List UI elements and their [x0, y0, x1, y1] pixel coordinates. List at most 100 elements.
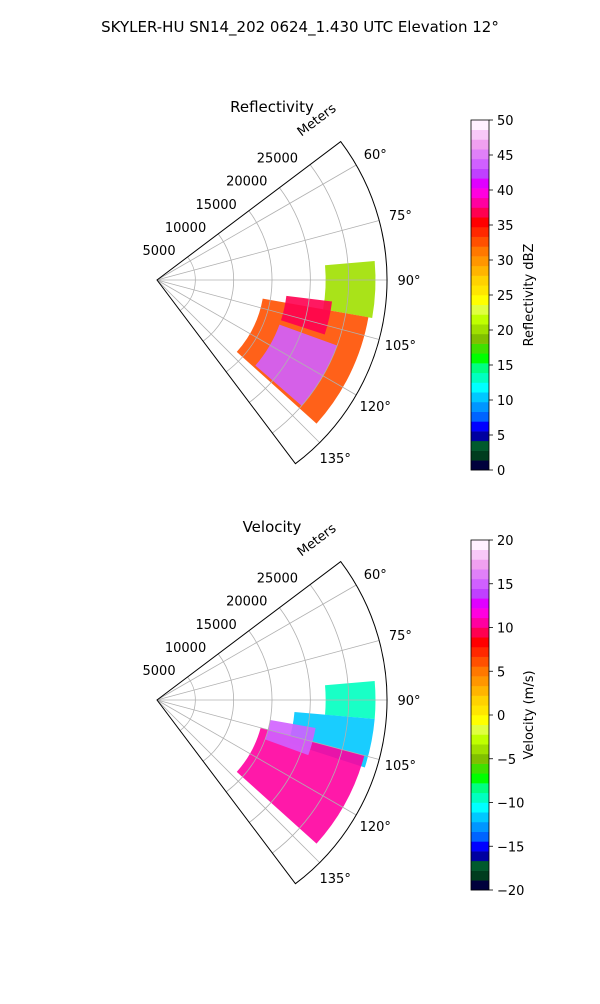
colorbar-tick-label: 0 — [497, 464, 505, 479]
azimuth-tick-label: 105° — [385, 759, 416, 774]
colorbar-swatch — [471, 256, 489, 267]
colorbar-swatch — [471, 676, 489, 687]
colorbar-tick-label: 35 — [497, 219, 514, 234]
azimuth-tick-label: 120° — [360, 820, 391, 835]
colorbar-swatch — [471, 236, 489, 247]
echo-layer — [236, 260, 376, 424]
colorbar-tick-label: 15 — [497, 578, 514, 593]
range-ring — [225, 630, 273, 793]
colorbar-swatch — [471, 188, 489, 199]
colorbar-swatch — [471, 666, 489, 677]
figure-suptitle: SKYLER-HU SN14_202 0624_1.430 UTC Elevat… — [101, 18, 499, 37]
range-tick-label: 10000 — [165, 221, 206, 236]
colorbar-tick-label: 50 — [497, 114, 514, 129]
azimuth-tick-label: 75° — [389, 209, 412, 224]
range-ring — [272, 164, 350, 434]
colorbar-swatch — [471, 353, 489, 364]
range-tick-label: 25000 — [257, 152, 298, 167]
colorbar-swatch — [471, 304, 489, 315]
colorbar-swatch — [471, 578, 489, 589]
reflectivity-panel: Reflectivity 5000 10000 15000 20000 25000 60° 7… — [143, 98, 537, 479]
colorbar-swatch — [471, 197, 489, 208]
range-tick-label: 25000 — [257, 572, 298, 587]
azimuth-gridline — [156, 699, 380, 760]
colorbar-swatch — [471, 265, 489, 276]
colorbar-swatch — [471, 685, 489, 696]
range-ring — [249, 187, 311, 403]
azimuth-tick-label: 135° — [320, 452, 351, 467]
colorbar-swatch — [471, 841, 489, 852]
colorbar-swatch — [471, 724, 489, 735]
colorbar-tick-label: 5 — [497, 429, 505, 444]
range-ring — [225, 210, 273, 373]
colorbar-swatch — [471, 207, 489, 218]
azimuth-gridline — [156, 699, 357, 816]
azimuth-gridline — [156, 699, 320, 863]
colorbar-swatch — [471, 120, 489, 131]
colorbar-tick-label: −10 — [497, 797, 524, 812]
azimuth-tick-label: 120° — [360, 400, 391, 415]
colorbar-label: Velocity (m/s) — [522, 670, 537, 759]
colorbar-swatch — [471, 773, 489, 784]
colorbar-swatch — [471, 540, 489, 551]
colorbar-swatch — [471, 324, 489, 335]
colorbar-tick-label: 10 — [497, 622, 514, 637]
azimuth-gridline — [156, 164, 357, 281]
echo-region — [323, 260, 376, 318]
colorbar-swatch — [471, 831, 489, 842]
colorbar-tick-label: 30 — [497, 254, 514, 269]
colorbar-swatch — [471, 382, 489, 393]
azimuth-gridline — [156, 220, 380, 281]
colorbar-swatch — [471, 392, 489, 403]
azimuth-tick-label: 60° — [364, 148, 387, 163]
colorbar-tick-label: 5 — [497, 665, 505, 680]
sector-outline — [156, 140, 388, 465]
colorbar-swatch — [471, 421, 489, 432]
colorbar-swatch — [471, 440, 489, 451]
range-ring — [202, 233, 235, 342]
echo-layer — [236, 680, 376, 844]
range-ring — [179, 256, 196, 311]
colorbar-swatch — [471, 178, 489, 189]
colorbar-swatch — [471, 792, 489, 803]
sector-outline — [156, 560, 388, 885]
azimuth-gridline — [156, 279, 380, 340]
panel-title: Velocity — [243, 518, 302, 536]
colorbar-swatch — [471, 656, 489, 667]
range-ring — [249, 607, 311, 823]
colorbar-tick-label: −20 — [497, 884, 524, 899]
colorbar-swatch — [471, 812, 489, 823]
colorbar-swatch — [471, 363, 489, 374]
colorbar-swatch — [471, 275, 489, 286]
colorbar-swatch — [471, 333, 489, 344]
colorbar-swatch — [471, 569, 489, 580]
colorbar-swatch — [471, 705, 489, 716]
colorbar-swatch — [471, 608, 489, 619]
colorbar-swatch — [471, 753, 489, 764]
range-ring — [272, 584, 350, 854]
colorbar-swatch — [471, 851, 489, 862]
echo-region — [236, 727, 365, 844]
azimuth-tick-label: 60° — [364, 568, 387, 583]
colorbar-swatch — [471, 715, 489, 726]
colorbar-swatch — [471, 431, 489, 442]
range-ring — [179, 676, 196, 731]
colorbar-swatch — [471, 870, 489, 881]
colorbar-swatch — [471, 821, 489, 832]
colorbar-swatch — [471, 559, 489, 570]
colorbar-tick-label: −15 — [497, 840, 524, 855]
colorbar-swatch — [471, 401, 489, 412]
azimuth-tick-label: 90° — [397, 274, 420, 289]
azimuth-gridline — [156, 279, 357, 396]
colorbar-swatch — [471, 860, 489, 871]
colorbar-swatch — [471, 763, 489, 774]
range-tick-label: 15000 — [195, 198, 236, 213]
colorbar-tick-label: 10 — [497, 394, 514, 409]
azimuth-tick-label: 75° — [389, 629, 412, 644]
panel-title: Reflectivity — [230, 98, 314, 116]
colorbar-swatch — [471, 149, 489, 160]
azimuth-tick-label: 90° — [397, 694, 420, 709]
colorbar-swatch — [471, 226, 489, 237]
